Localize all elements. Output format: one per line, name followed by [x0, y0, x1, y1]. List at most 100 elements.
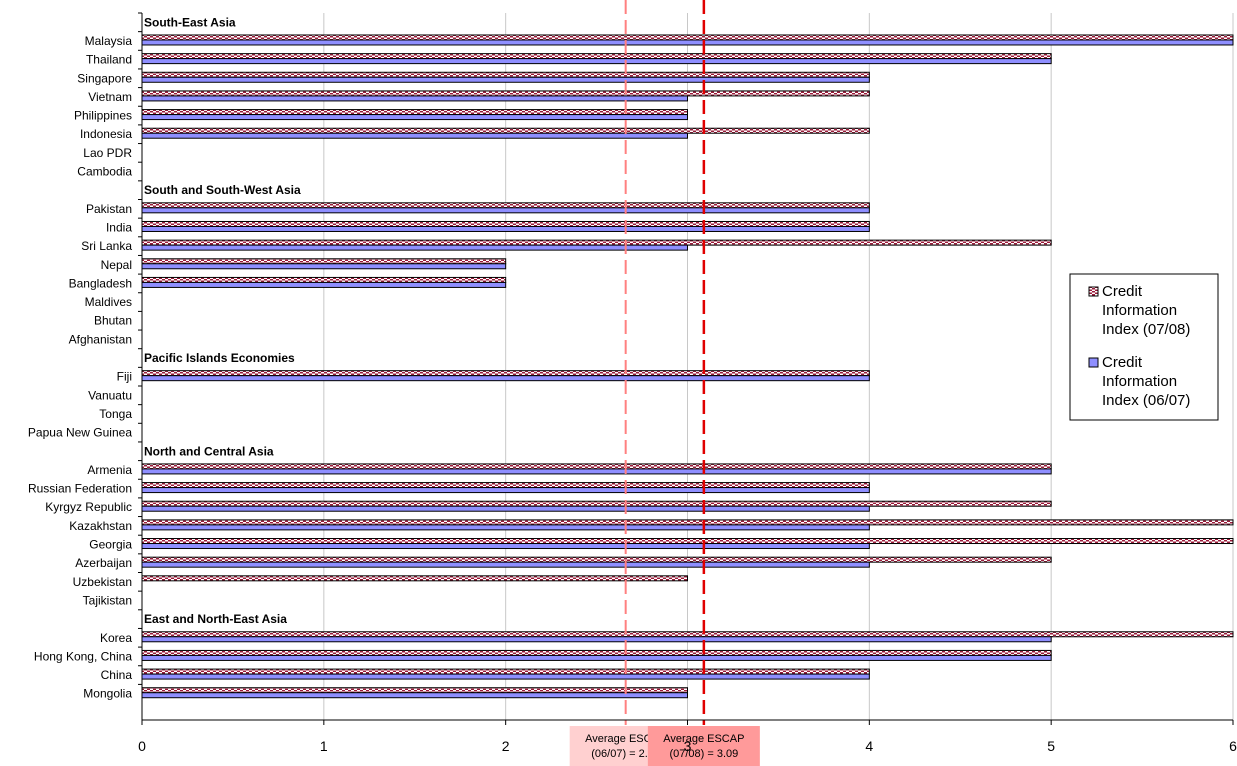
bar-0708	[141, 556, 1052, 563]
bar-0607	[141, 225, 870, 232]
bar-0607	[141, 39, 1234, 46]
category-label: Korea	[100, 631, 132, 645]
x-tick-label: 5	[1047, 738, 1055, 754]
bar-0607	[141, 692, 688, 699]
category-label: China	[101, 668, 133, 682]
legend-line: Credit	[1102, 283, 1143, 300]
bar-0607	[141, 543, 870, 550]
bar-0708	[141, 71, 870, 78]
category-label: Sri Lanka	[81, 239, 132, 253]
category-label: Mongolia	[83, 687, 132, 701]
legend-line: Credit	[1102, 354, 1143, 371]
bar-0708	[141, 687, 688, 694]
category-label: Nepal	[101, 258, 132, 272]
bar-0708	[141, 370, 870, 377]
bar-0708	[141, 220, 870, 227]
bar-0607	[141, 132, 688, 139]
category-label: Kazakhstan	[69, 519, 132, 533]
legend-label-0607: Credit Information Index (06/07)	[1102, 354, 1190, 409]
category-label: Philippines	[74, 109, 132, 123]
bar-0708	[141, 276, 507, 283]
bar-0607	[141, 207, 870, 214]
bar-0607	[141, 95, 688, 102]
x-tick-label: 1	[320, 738, 328, 754]
x-tick-label: 4	[865, 738, 873, 754]
bar-0708	[141, 482, 870, 489]
bar-0607	[141, 505, 870, 512]
group-heading: East and North-East Asia	[144, 612, 287, 626]
bar-0708	[141, 202, 870, 209]
bar-0708	[141, 127, 870, 134]
category-label: Vanuatu	[88, 388, 132, 402]
bar-0708	[141, 631, 1234, 638]
category-label: Bangladesh	[69, 276, 132, 290]
bar-0607	[141, 281, 507, 288]
reference-label-line1: Average ESCAP	[663, 733, 744, 745]
group-heading: Pacific Islands Economies	[144, 351, 295, 365]
legend-swatch-0607	[1088, 357, 1099, 368]
category-label: Cambodia	[77, 165, 132, 179]
x-tick-label: 0	[138, 738, 146, 754]
group-heading: North and Central Asia	[144, 444, 274, 458]
category-label: Lao PDR	[83, 146, 132, 160]
category-label: Tonga	[99, 407, 132, 421]
bar-0708	[141, 258, 507, 265]
category-label: Russian Federation	[28, 482, 132, 496]
x-tick-label: 3	[684, 738, 692, 754]
bars	[141, 34, 1234, 699]
category-label: Pakistan	[86, 202, 132, 216]
legend-box	[1069, 273, 1219, 421]
bar-0607	[141, 561, 870, 568]
legend-line: Index (07/08)	[1102, 321, 1190, 338]
bar-0708	[141, 109, 688, 116]
group-heading: South-East Asia	[144, 15, 236, 29]
bar-0607	[141, 524, 870, 531]
bar-0607	[141, 487, 870, 494]
legend-swatch-0708	[1088, 286, 1099, 297]
bar-0708	[141, 668, 870, 675]
category-label: Tajikistan	[83, 593, 132, 607]
bar-0708	[141, 463, 1052, 470]
reference-label-line2: (07/08) = 3.09	[669, 748, 738, 760]
legend: Credit Information Index (07/08) Credit …	[1069, 273, 1219, 421]
category-labels: South-East Asia Malaysia Thailand Singapore…	[28, 15, 301, 700]
x-axis: 0 1 2 3 4 5 6	[138, 12, 1237, 754]
category-label: India	[106, 220, 132, 234]
category-label: Hong Kong, China	[34, 649, 132, 663]
bar-0607	[141, 114, 688, 121]
category-label: Bhutan	[94, 314, 132, 328]
category-label: Armenia	[87, 463, 132, 477]
bar-0607	[141, 468, 1052, 475]
bar-0708	[141, 90, 870, 97]
bar-0607	[141, 76, 870, 83]
category-label: Afghanistan	[69, 332, 132, 346]
category-label: Kyrgyz Republic	[45, 500, 132, 514]
bar-0708	[141, 519, 1234, 526]
bar-0607	[141, 636, 1052, 643]
bar-0607	[141, 244, 688, 251]
category-label: Georgia	[89, 538, 132, 552]
bar-0708	[141, 239, 1052, 246]
x-tick-label: 2	[502, 738, 510, 754]
bar-0708	[141, 538, 1234, 545]
legend-label-0708: Credit Information Index (07/08)	[1102, 283, 1190, 338]
bar-0607	[141, 263, 507, 270]
reference-label-line1: Average ESCAP	[585, 733, 666, 745]
legend-line: Information	[1102, 302, 1177, 319]
bar-0607	[141, 375, 870, 382]
bar-0708	[141, 649, 1052, 656]
reference-label-box	[647, 726, 760, 766]
category-label: Thailand	[86, 53, 132, 67]
category-label: Indonesia	[80, 127, 132, 141]
bar-0607	[141, 673, 870, 680]
x-tick-label: 6	[1229, 738, 1237, 754]
category-label: Azerbaijan	[75, 556, 132, 570]
category-label: Fiji	[117, 370, 132, 384]
category-label: Maldives	[85, 295, 132, 309]
bar-0708	[141, 500, 1052, 507]
group-heading: South and South-West Asia	[144, 183, 301, 197]
legend-line: Information	[1102, 373, 1177, 390]
bar-0607	[141, 654, 1052, 661]
